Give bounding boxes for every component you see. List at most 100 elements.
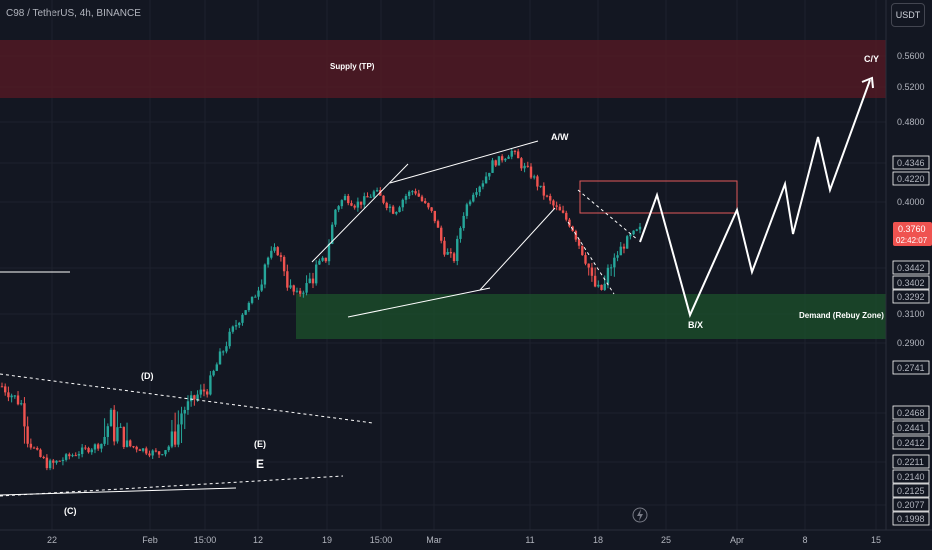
projection-path [639, 79, 871, 318]
candle-body [58, 460, 61, 462]
candle-body [385, 202, 388, 208]
candle-body [145, 448, 148, 454]
candle-body [32, 447, 36, 449]
candle-body [484, 176, 488, 184]
price-level-box-17 [892, 483, 930, 498]
candle-body [391, 206, 395, 214]
candle-body [606, 267, 610, 284]
x-tick-label-1: Feb [142, 535, 158, 545]
candle-body [318, 260, 321, 265]
candle-body [475, 192, 478, 195]
x-tick-label-12: 15 [871, 535, 881, 545]
y-tick-label-19: 0.1998 [897, 514, 925, 524]
candle-body [356, 201, 360, 208]
candle-body [510, 150, 513, 157]
candle-body [295, 290, 299, 292]
x-tick-label-4: 19 [322, 535, 332, 545]
candle-body [116, 427, 119, 442]
candle-body [238, 322, 241, 326]
x-tick-label-6: Mar [426, 535, 442, 545]
price-axis[interactable]: 0.5600 0.5200 0.4800 0.4346 0.4220 0.4000 0.34… [892, 51, 930, 526]
candle-body [491, 160, 494, 173]
candle-body [289, 285, 292, 288]
trendlines [0, 140, 639, 497]
y-tick-label-0: 0.5600 [897, 51, 925, 61]
candle-body [77, 454, 81, 456]
wave-label-cy: C/Y [864, 54, 879, 64]
candle-body [324, 257, 328, 262]
candle-body [106, 426, 109, 437]
price-level-box-4 [892, 171, 930, 186]
candle-body [10, 395, 13, 398]
x-tick-label-11: 8 [802, 535, 807, 545]
y-tick-label-7: 0.3402 [897, 278, 925, 288]
candle-body [132, 446, 135, 448]
triangle-base-line [0, 487, 237, 496]
candle-body [151, 450, 154, 456]
y-tick-label-14: 0.2412 [897, 438, 925, 448]
price-level-box-11 [892, 360, 930, 375]
candle-body [45, 457, 49, 469]
y-tick-label-4: 0.4220 [897, 174, 925, 184]
price-level-box-6 [892, 260, 930, 275]
candle-body [250, 296, 254, 303]
candle-body [581, 245, 584, 256]
currency-button[interactable]: USDT [891, 3, 925, 27]
candle-body [417, 193, 420, 197]
candle-body [161, 454, 164, 456]
candle-body [180, 413, 183, 425]
candle-body [427, 203, 430, 208]
candle-body [600, 284, 603, 290]
candle-body [488, 172, 491, 177]
price-level-box-14 [892, 435, 930, 450]
candle-body [468, 201, 472, 205]
candle-body [552, 200, 555, 206]
candle-body [523, 165, 526, 169]
price-level-box-3 [892, 155, 930, 170]
time-axis[interactable]: 22 Feb 15:00 12 19 15:00 Mar 11 18 25 Apr 8 15 [47, 535, 881, 545]
x-tick-label-5: 15:00 [370, 535, 393, 545]
price-level-box-18 [892, 497, 930, 512]
candle-body [565, 212, 568, 220]
demand-zone [296, 294, 886, 339]
candle-body [247, 302, 251, 311]
candle-body [13, 395, 17, 397]
candle-body [446, 252, 449, 255]
candle-body [138, 449, 142, 451]
candle-body [0, 386, 4, 388]
price-level-box-16 [892, 469, 930, 484]
candle-body [20, 403, 23, 405]
candle-body [26, 426, 29, 444]
candles [0, 148, 642, 471]
candle-body [122, 426, 126, 447]
candle-body [302, 292, 305, 294]
candle-body [270, 250, 273, 258]
candle-body [574, 231, 578, 240]
candle-body [577, 239, 581, 246]
candle-body [222, 351, 225, 353]
candle-body [36, 447, 39, 450]
candle-body [292, 285, 295, 292]
candle-body [347, 195, 350, 204]
candle-body [96, 444, 100, 449]
wave-label-bx: B/X [688, 320, 703, 330]
candle-body [273, 247, 276, 251]
candle-body [212, 370, 215, 376]
candle-body [526, 165, 529, 167]
lightning-icon[interactable] [632, 507, 648, 523]
triangle-upper-line [0, 373, 374, 424]
candle-body [497, 156, 501, 166]
candle-body [590, 267, 594, 276]
candle-body [4, 386, 7, 393]
y-tick-label-17: 0.2125 [897, 486, 925, 496]
candle-body [276, 247, 279, 256]
candle-body [472, 194, 475, 202]
candle-body [308, 278, 311, 284]
candle-body [279, 255, 283, 257]
price-level-box-7 [892, 275, 930, 290]
candle-body [465, 204, 469, 216]
candle-body [42, 456, 45, 458]
candle-body [260, 284, 263, 291]
candle-body [189, 395, 193, 402]
